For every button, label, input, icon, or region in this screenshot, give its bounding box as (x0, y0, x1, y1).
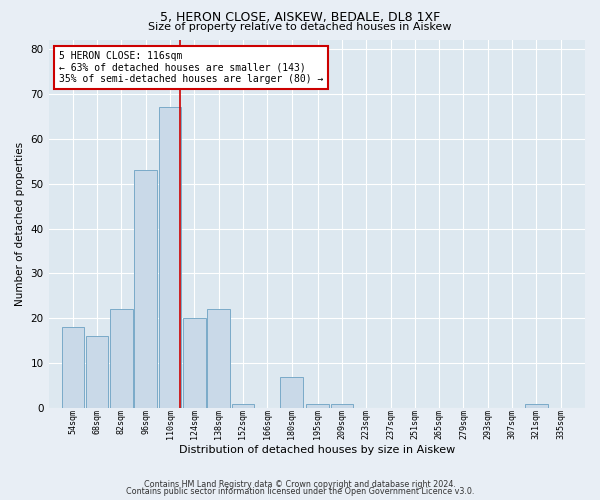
Bar (208, 310, 230, 408)
Text: Size of property relative to detached houses in Aiskew: Size of property relative to detached ho… (148, 22, 452, 32)
Bar (159, 108, 181, 408)
Bar (86, 336, 109, 408)
Bar (62, 328, 84, 408)
Bar (110, 310, 133, 408)
Text: 5 HERON CLOSE: 116sqm
← 63% of detached houses are smaller (143)
35% of semi-det: 5 HERON CLOSE: 116sqm ← 63% of detached … (59, 51, 323, 84)
Bar (280, 376, 303, 408)
Bar (232, 404, 254, 408)
Bar (525, 404, 548, 408)
Y-axis label: Number of detached properties: Number of detached properties (15, 142, 25, 306)
X-axis label: Distribution of detached houses by size in Aiskew: Distribution of detached houses by size … (179, 445, 455, 455)
Bar (331, 404, 353, 408)
Bar (307, 404, 329, 408)
Bar (183, 318, 206, 408)
Bar (134, 170, 157, 408)
Text: Contains public sector information licensed under the Open Government Licence v3: Contains public sector information licen… (126, 488, 474, 496)
Text: 5, HERON CLOSE, AISKEW, BEDALE, DL8 1XF: 5, HERON CLOSE, AISKEW, BEDALE, DL8 1XF (160, 12, 440, 24)
Text: Contains HM Land Registry data © Crown copyright and database right 2024.: Contains HM Land Registry data © Crown c… (144, 480, 456, 489)
